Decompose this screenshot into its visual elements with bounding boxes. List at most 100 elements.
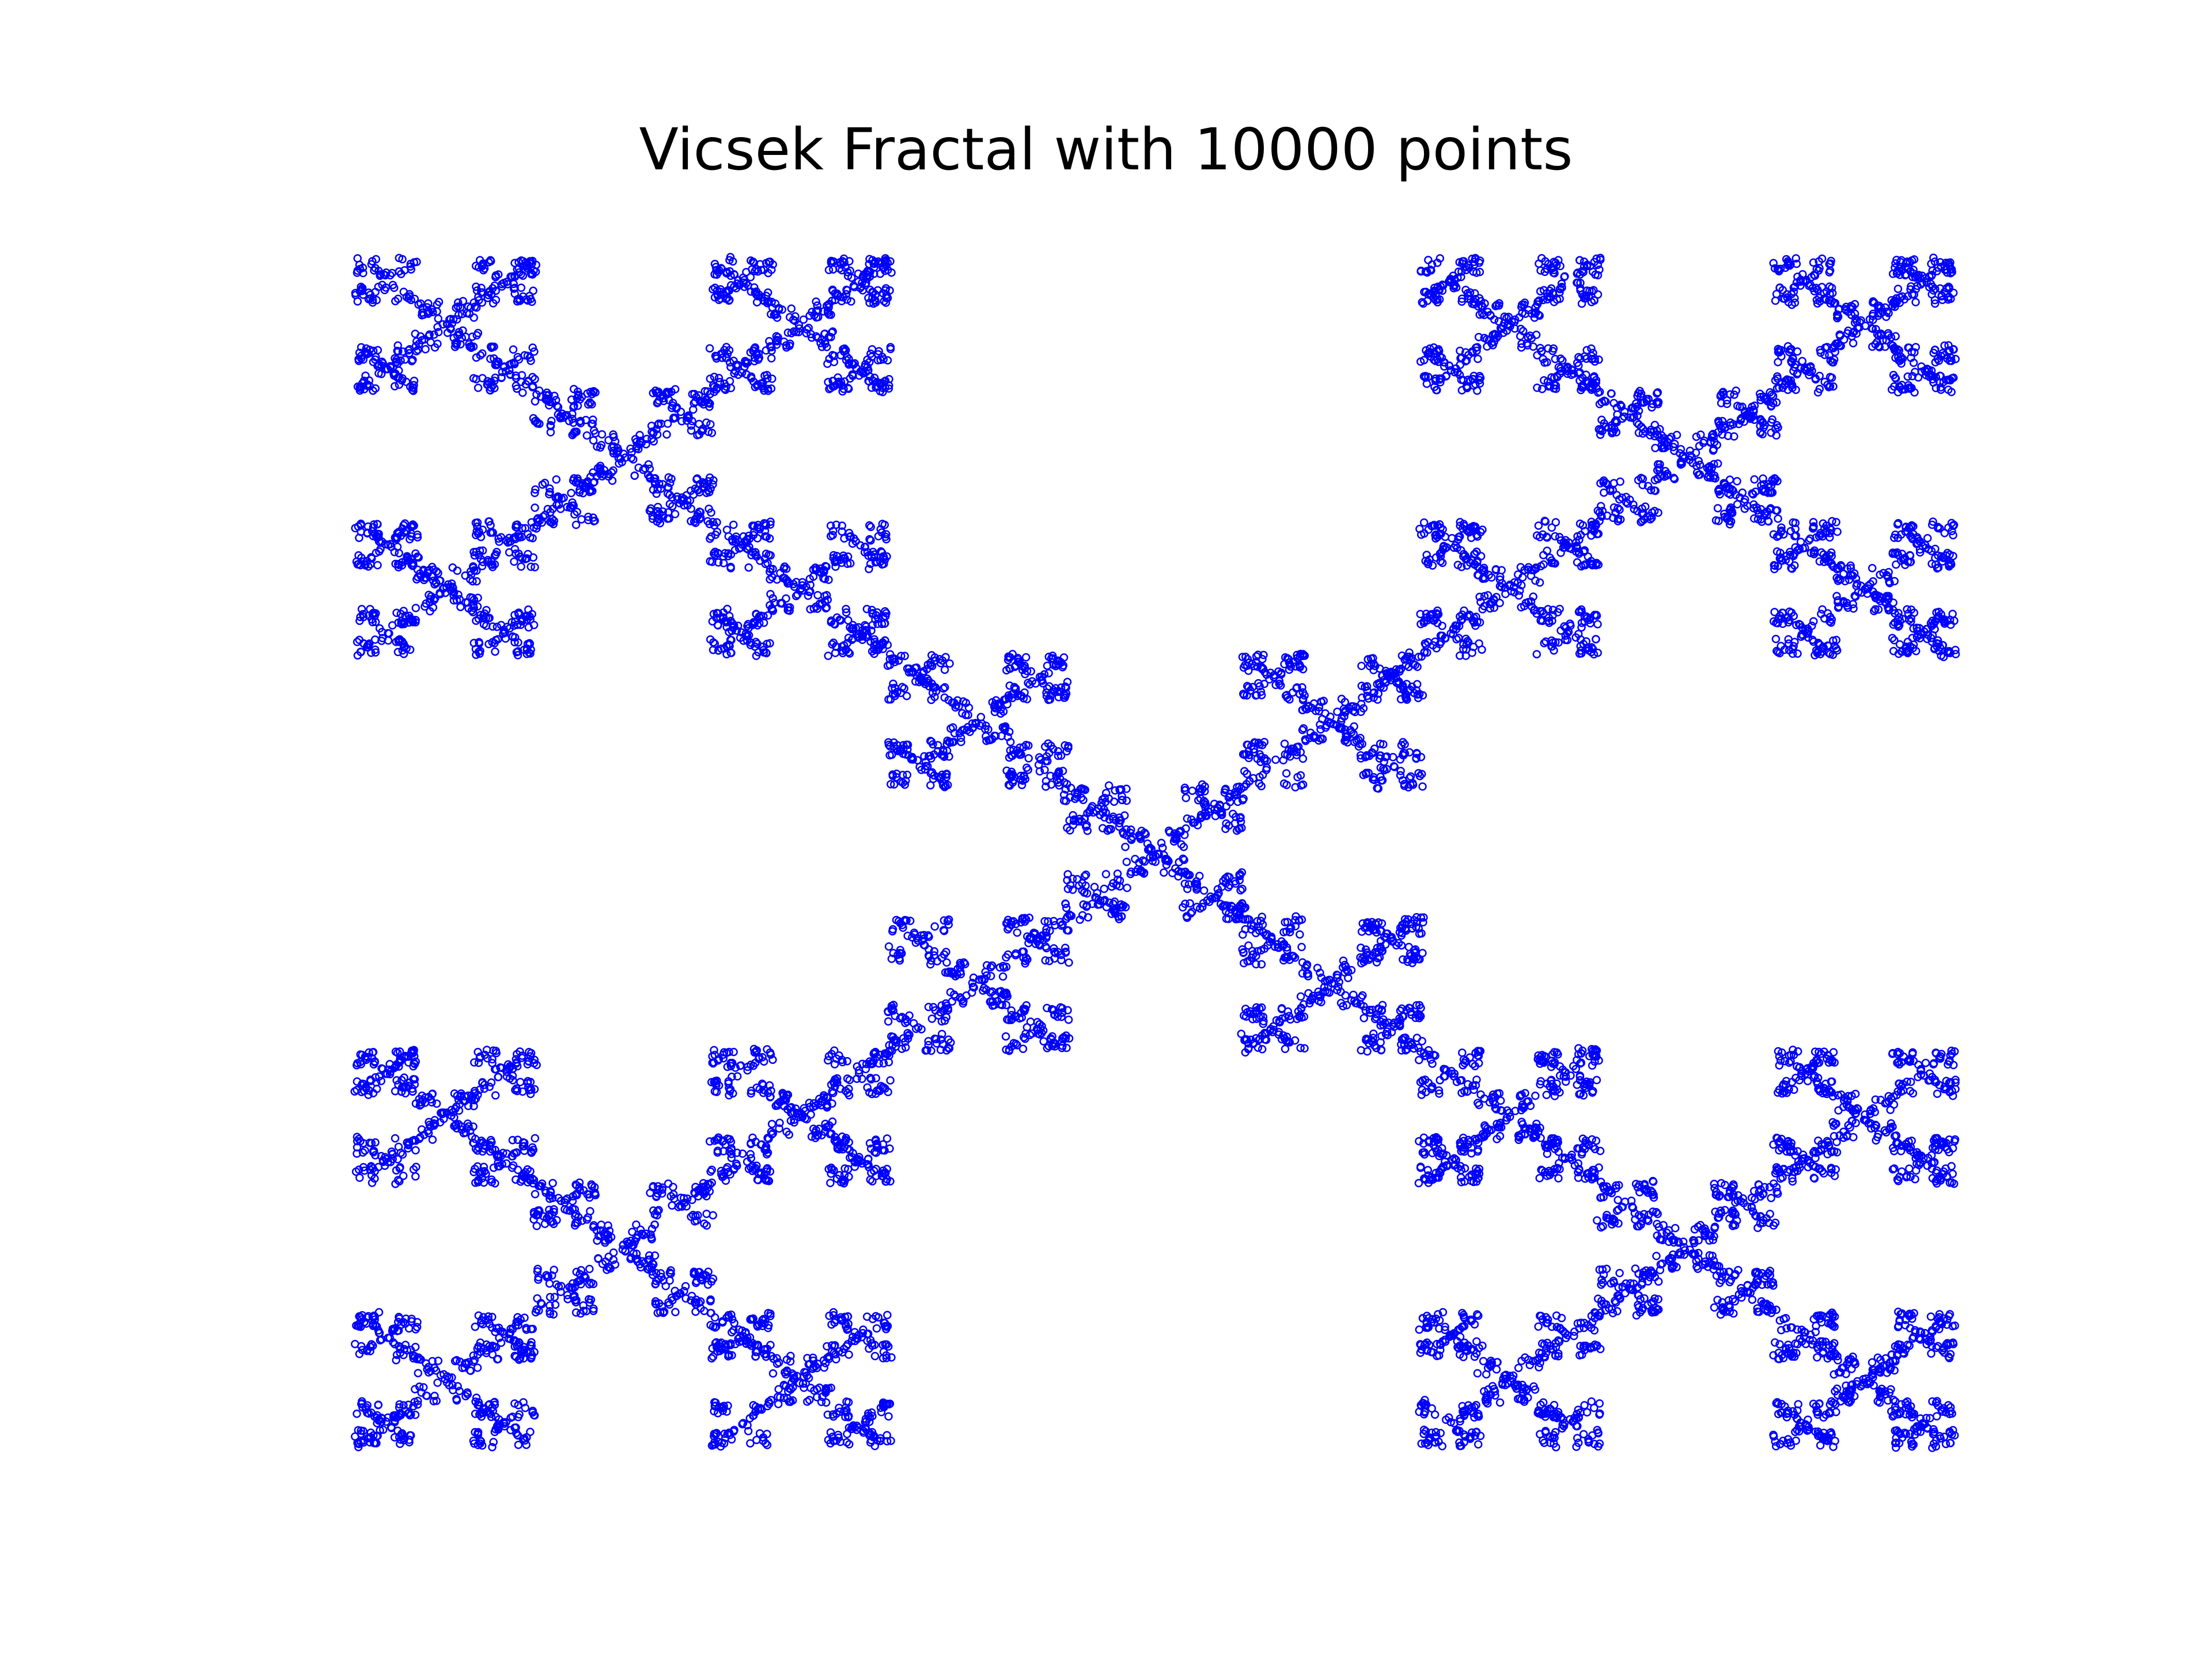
data-point	[1064, 1015, 1073, 1024]
data-point	[1649, 1177, 1658, 1186]
data-point	[843, 1056, 851, 1066]
data-point	[1121, 903, 1130, 912]
data-point	[1791, 1427, 1800, 1436]
data-point	[1079, 796, 1088, 804]
data-point	[373, 560, 382, 570]
data-point	[706, 557, 714, 566]
data-point	[1733, 500, 1742, 509]
data-point	[868, 345, 877, 354]
data-point	[477, 283, 486, 292]
data-point	[1412, 1033, 1422, 1043]
data-point	[1550, 646, 1558, 655]
data-point	[1160, 868, 1168, 877]
data-point	[1419, 918, 1427, 927]
data-point	[502, 1159, 511, 1168]
data-point	[1769, 1140, 1778, 1149]
data-point	[414, 1369, 423, 1377]
data-point	[1828, 517, 1836, 525]
data-point	[728, 1328, 736, 1337]
data-point	[1890, 1132, 1899, 1141]
data-point	[1574, 1438, 1583, 1448]
data-point	[1044, 669, 1053, 677]
data-point	[509, 284, 518, 293]
data-point	[356, 1050, 365, 1059]
data-point	[1728, 1295, 1737, 1304]
data-point	[1419, 518, 1429, 527]
data-point	[710, 1398, 719, 1407]
data-point	[1551, 1442, 1560, 1452]
data-point	[1726, 418, 1735, 427]
data-point	[787, 304, 796, 313]
data-point	[1478, 1341, 1487, 1350]
data-point	[1397, 941, 1406, 950]
data-point	[1724, 431, 1733, 440]
data-point	[1100, 813, 1109, 822]
data-point	[707, 429, 717, 437]
data-point	[573, 507, 581, 516]
data-point	[1905, 1164, 1914, 1173]
data-point	[1908, 372, 1917, 381]
data-point	[1748, 1295, 1757, 1304]
data-point	[1576, 1089, 1585, 1098]
data-point	[1774, 1047, 1783, 1056]
data-point	[1889, 620, 1898, 629]
data-point	[494, 1354, 502, 1363]
data-point	[1647, 513, 1656, 522]
data-point	[752, 609, 760, 618]
data-point	[1001, 1032, 1010, 1041]
data-point	[1252, 960, 1260, 969]
data-point	[361, 1146, 369, 1155]
data-point	[1713, 503, 1722, 513]
data-point	[1417, 770, 1426, 779]
data-point	[943, 916, 952, 926]
data-point	[719, 1147, 728, 1156]
data-point	[532, 1222, 541, 1230]
data-point	[1766, 1210, 1774, 1218]
data-point	[1238, 884, 1247, 893]
data-point	[866, 536, 875, 545]
data-point	[1532, 331, 1541, 339]
data-point	[429, 308, 437, 317]
data-point	[1358, 991, 1367, 1000]
data-point	[1715, 1191, 1724, 1200]
data-point	[937, 1029, 946, 1039]
data-point	[1399, 955, 1407, 964]
data-point	[645, 1251, 654, 1260]
data-point	[856, 541, 865, 550]
data-point	[826, 1179, 835, 1187]
data-point	[738, 1420, 747, 1429]
data-point	[1044, 917, 1052, 926]
data-point	[1560, 272, 1569, 281]
data-point	[430, 580, 439, 589]
data-point	[1282, 769, 1291, 778]
data-point	[546, 1301, 554, 1310]
data-point	[531, 1134, 540, 1143]
data-point	[1474, 332, 1483, 342]
data-point	[751, 1340, 759, 1349]
data-point	[1121, 842, 1130, 851]
data-point	[1654, 1277, 1663, 1286]
data-point	[1423, 1166, 1432, 1175]
data-point	[1890, 636, 1899, 645]
data-point	[1431, 1428, 1440, 1437]
data-point	[1872, 325, 1880, 334]
data-point	[1730, 432, 1738, 441]
data-point	[1416, 609, 1425, 619]
data-point	[589, 436, 598, 445]
data-point	[1840, 577, 1850, 586]
data-point	[1516, 324, 1525, 334]
data-point	[1468, 1081, 1477, 1090]
data-point	[1275, 679, 1284, 688]
data-point	[805, 1103, 814, 1112]
data-point	[786, 1351, 795, 1361]
data-point	[531, 563, 539, 571]
data-point	[791, 592, 801, 601]
data-point	[1950, 1321, 1959, 1330]
data-point	[1832, 518, 1840, 527]
data-point	[1793, 347, 1802, 356]
data-point	[1774, 514, 1782, 523]
data-point	[944, 920, 953, 929]
data-point	[1514, 1363, 1523, 1372]
data-point	[1456, 1076, 1465, 1085]
data-point	[1238, 930, 1247, 939]
